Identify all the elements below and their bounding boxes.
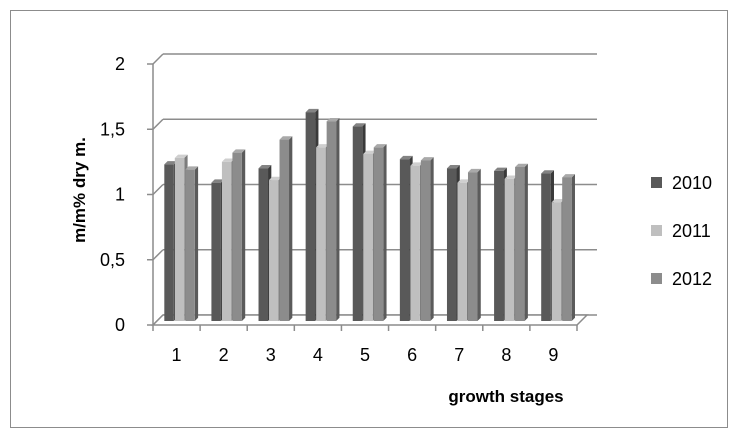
y-tick-label: 1,5 xyxy=(100,119,125,139)
bar-side xyxy=(194,166,199,321)
bar-2011-stage-2 xyxy=(221,161,232,321)
y-tick-label: 1 xyxy=(115,185,125,205)
bar-top xyxy=(446,165,460,169)
x-tick-label: 4 xyxy=(313,345,323,365)
bar-top xyxy=(279,136,293,140)
bar-2010-stage-8 xyxy=(494,170,504,321)
bar-top xyxy=(232,149,246,153)
bar-2011-stage-8 xyxy=(504,178,515,321)
bar-top xyxy=(174,154,188,158)
y-tick-label: 2 xyxy=(115,54,125,74)
bar-2012-stage-3 xyxy=(279,139,290,321)
x-tick-label: 3 xyxy=(266,345,276,365)
bar-side xyxy=(383,144,387,321)
legend-label-2010: 2010 xyxy=(672,173,712,193)
bar-2011-stage-1 xyxy=(174,157,185,321)
bar-side xyxy=(336,118,340,321)
bar-top xyxy=(326,118,340,122)
bar-2010-stage-1 xyxy=(164,164,174,321)
x-tick-label: 2 xyxy=(219,345,229,365)
bar-top xyxy=(373,144,387,148)
gridline-side xyxy=(152,183,164,196)
y-axis-title: m/m% dry m. xyxy=(70,137,89,243)
bar-top xyxy=(467,168,481,173)
bar-2010-stage-9 xyxy=(541,173,551,321)
y-tick-label: 0,5 xyxy=(100,250,125,270)
legend-swatch-2010 xyxy=(651,177,662,188)
bar-2010-stage-7 xyxy=(446,168,457,321)
bar-top xyxy=(269,176,282,181)
bar-2011-stage-4 xyxy=(316,147,326,321)
bar-top xyxy=(494,167,507,171)
bar-top xyxy=(352,123,366,127)
bar-2012-stage-5 xyxy=(373,147,384,321)
bar-2011-stage-3 xyxy=(269,180,279,321)
y-tick-label: 0 xyxy=(115,315,125,335)
bar-2010-stage-3 xyxy=(258,168,269,321)
legend-swatch-2011 xyxy=(651,225,662,236)
bar-2011-stage-9 xyxy=(551,202,562,321)
bar-side xyxy=(477,168,481,321)
bar-top xyxy=(221,158,235,162)
bar-top xyxy=(164,161,178,165)
bar-top xyxy=(457,179,471,183)
bar-2010-stage-5 xyxy=(352,126,363,322)
bar-2012-stage-1 xyxy=(185,169,195,321)
x-tick-label: 9 xyxy=(548,345,558,365)
bar-top xyxy=(185,166,199,170)
gridline-side xyxy=(152,249,164,261)
bar-top xyxy=(316,144,329,148)
gridline-side xyxy=(152,53,164,65)
bar-top xyxy=(504,175,518,179)
x-axis-title: growth stages xyxy=(448,387,563,406)
bar-top xyxy=(305,108,319,113)
bar-side xyxy=(241,149,246,321)
bar-2010-stage-2 xyxy=(211,182,221,321)
bar-2012-stage-7 xyxy=(467,172,478,321)
bar-2010-stage-4 xyxy=(305,112,316,321)
bar-side xyxy=(571,174,575,321)
bar-2012-stage-9 xyxy=(562,177,572,321)
bar-side xyxy=(524,163,528,321)
bar-2012-stage-6 xyxy=(420,160,431,321)
bar-2012-stage-8 xyxy=(515,167,525,321)
bar-top xyxy=(541,170,554,174)
bar-top xyxy=(551,198,565,203)
bar-side xyxy=(430,157,434,321)
bar-2011-stage-6 xyxy=(410,165,420,321)
bar-2012-stage-2 xyxy=(232,152,242,321)
bar-side xyxy=(289,136,293,321)
bar-top xyxy=(363,150,377,154)
gridline-side xyxy=(152,118,164,130)
bar-top xyxy=(410,162,424,166)
bar-2012-stage-4 xyxy=(326,121,337,322)
x-tick-label: 7 xyxy=(454,345,464,365)
bar-top xyxy=(211,179,225,183)
x-tick-label: 1 xyxy=(172,345,182,365)
bar-top xyxy=(562,174,575,178)
x-tick-label: 8 xyxy=(501,345,511,365)
bar-2010-stage-6 xyxy=(399,159,410,321)
bar-top xyxy=(258,165,272,169)
bar-top xyxy=(420,157,434,161)
bar-2011-stage-5 xyxy=(363,153,373,321)
legend-swatch-2012 xyxy=(651,273,662,284)
x-tick-label: 6 xyxy=(407,345,417,365)
legend-label-2012: 2012 xyxy=(672,269,712,289)
bar-top xyxy=(515,163,528,168)
bar-top xyxy=(399,155,413,160)
bar-2011-stage-7 xyxy=(457,182,467,321)
x-tick-label: 5 xyxy=(360,345,370,365)
legend-label-2011: 2011 xyxy=(672,221,711,241)
